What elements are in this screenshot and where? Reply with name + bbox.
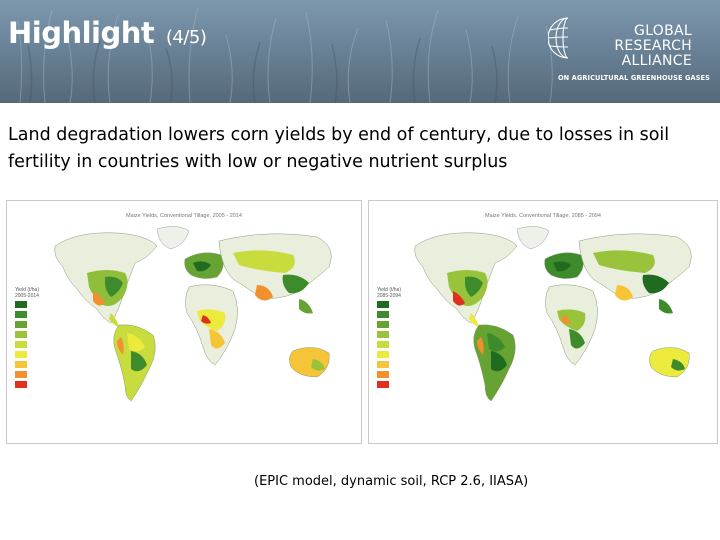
legend-period: 2005-2014 [15, 293, 39, 299]
source-caption: (EPIC model, dynamic soil, RCP 2.6, IIAS… [254, 474, 529, 489]
legend-item [377, 339, 401, 349]
legend-period: 2085-2094 [377, 293, 401, 299]
legend-item [15, 349, 39, 359]
legend-swatch [15, 370, 27, 378]
legend-item [15, 359, 39, 369]
legend-swatch [15, 380, 27, 388]
asia [218, 233, 332, 314]
legend-swatch [377, 350, 389, 358]
legend-item [377, 329, 401, 339]
legend-swatch [377, 320, 389, 328]
legend-swatch [377, 360, 389, 368]
asia [578, 233, 692, 314]
legend-swatch [15, 350, 27, 358]
slide-headline: Land degradation lowers corn yields by e… [8, 125, 670, 172]
slide-header: Highlight (4/5) GLOBAL RESEARCH ALLIANCE… [0, 0, 720, 103]
legend-swatch [377, 380, 389, 388]
legend-swatch [377, 330, 389, 338]
legend-item [15, 319, 39, 329]
slide-title-page: (4/5) [165, 27, 207, 48]
legend-item [377, 349, 401, 359]
greenland [156, 226, 190, 250]
legend-swatch [15, 320, 27, 328]
slide-title: Highlight (4/5) [8, 16, 207, 50]
legend-item [15, 369, 39, 379]
legend-swatch [377, 310, 389, 318]
south-america [473, 324, 516, 402]
legend-swatch [15, 330, 27, 338]
north-america [54, 232, 158, 327]
map-legend: Yield (t/ha) 2085-2094 [377, 287, 401, 389]
logo-tagline: ON AGRICULTURAL GREENHOUSE GASES [557, 74, 710, 82]
legend-swatch [15, 340, 27, 348]
legend-item [15, 339, 39, 349]
legend-item [15, 329, 39, 339]
map-panel-2085-2094: Maize Yields, Conventional Tillage, 2085… [368, 200, 718, 444]
legend-item [15, 379, 39, 389]
africa [545, 284, 598, 366]
logo-line-3: ALLIANCE [621, 53, 692, 69]
legend-title: Yield (t/ha) [377, 287, 401, 293]
world-yield-map [414, 226, 692, 402]
legend-item [15, 299, 39, 309]
australia [289, 347, 330, 378]
globe-icon [548, 17, 569, 59]
europe [184, 252, 224, 279]
north-america [414, 232, 518, 327]
south-america [113, 324, 156, 402]
legend-swatch [15, 360, 27, 368]
legend-swatch [377, 370, 389, 378]
legend-item [377, 309, 401, 319]
legend-item [377, 359, 401, 369]
map-panel-2005-2014: Maize Yields, Conventional Tillage, 2005… [6, 200, 362, 444]
greenland [516, 226, 550, 250]
gra-logo: GLOBAL RESEARCH ALLIANCE ON AGRICULTURAL… [520, 10, 710, 90]
legend-item [377, 369, 401, 379]
legend-swatch [377, 340, 389, 348]
australia [649, 347, 690, 378]
logo-line-1: GLOBAL [634, 23, 692, 39]
africa [185, 284, 238, 366]
legend-swatch [15, 310, 27, 318]
legend-item [15, 309, 39, 319]
map-title: Maize Yields, Conventional Tillage, 2005… [126, 213, 242, 219]
logo-line-2: RESEARCH [614, 38, 692, 54]
legend-rows [15, 299, 39, 389]
legend-title: Yield (t/ha) [15, 287, 39, 293]
legend-swatch [15, 300, 27, 308]
world-yield-map [54, 226, 332, 402]
slide-title-text: Highlight [8, 16, 155, 50]
legend-item [377, 319, 401, 329]
europe [544, 252, 584, 279]
legend-swatch [377, 300, 389, 308]
grass-background [17, 7, 553, 103]
map-legend: Yield (t/ha) 2005-2014 [15, 287, 39, 389]
legend-rows [377, 299, 401, 389]
legend-item [377, 379, 401, 389]
map-title: Maize Yields, Conventional Tillage, 2085… [485, 213, 601, 219]
legend-item [377, 299, 401, 309]
logo-wordmark: GLOBAL RESEARCH ALLIANCE [614, 24, 692, 69]
